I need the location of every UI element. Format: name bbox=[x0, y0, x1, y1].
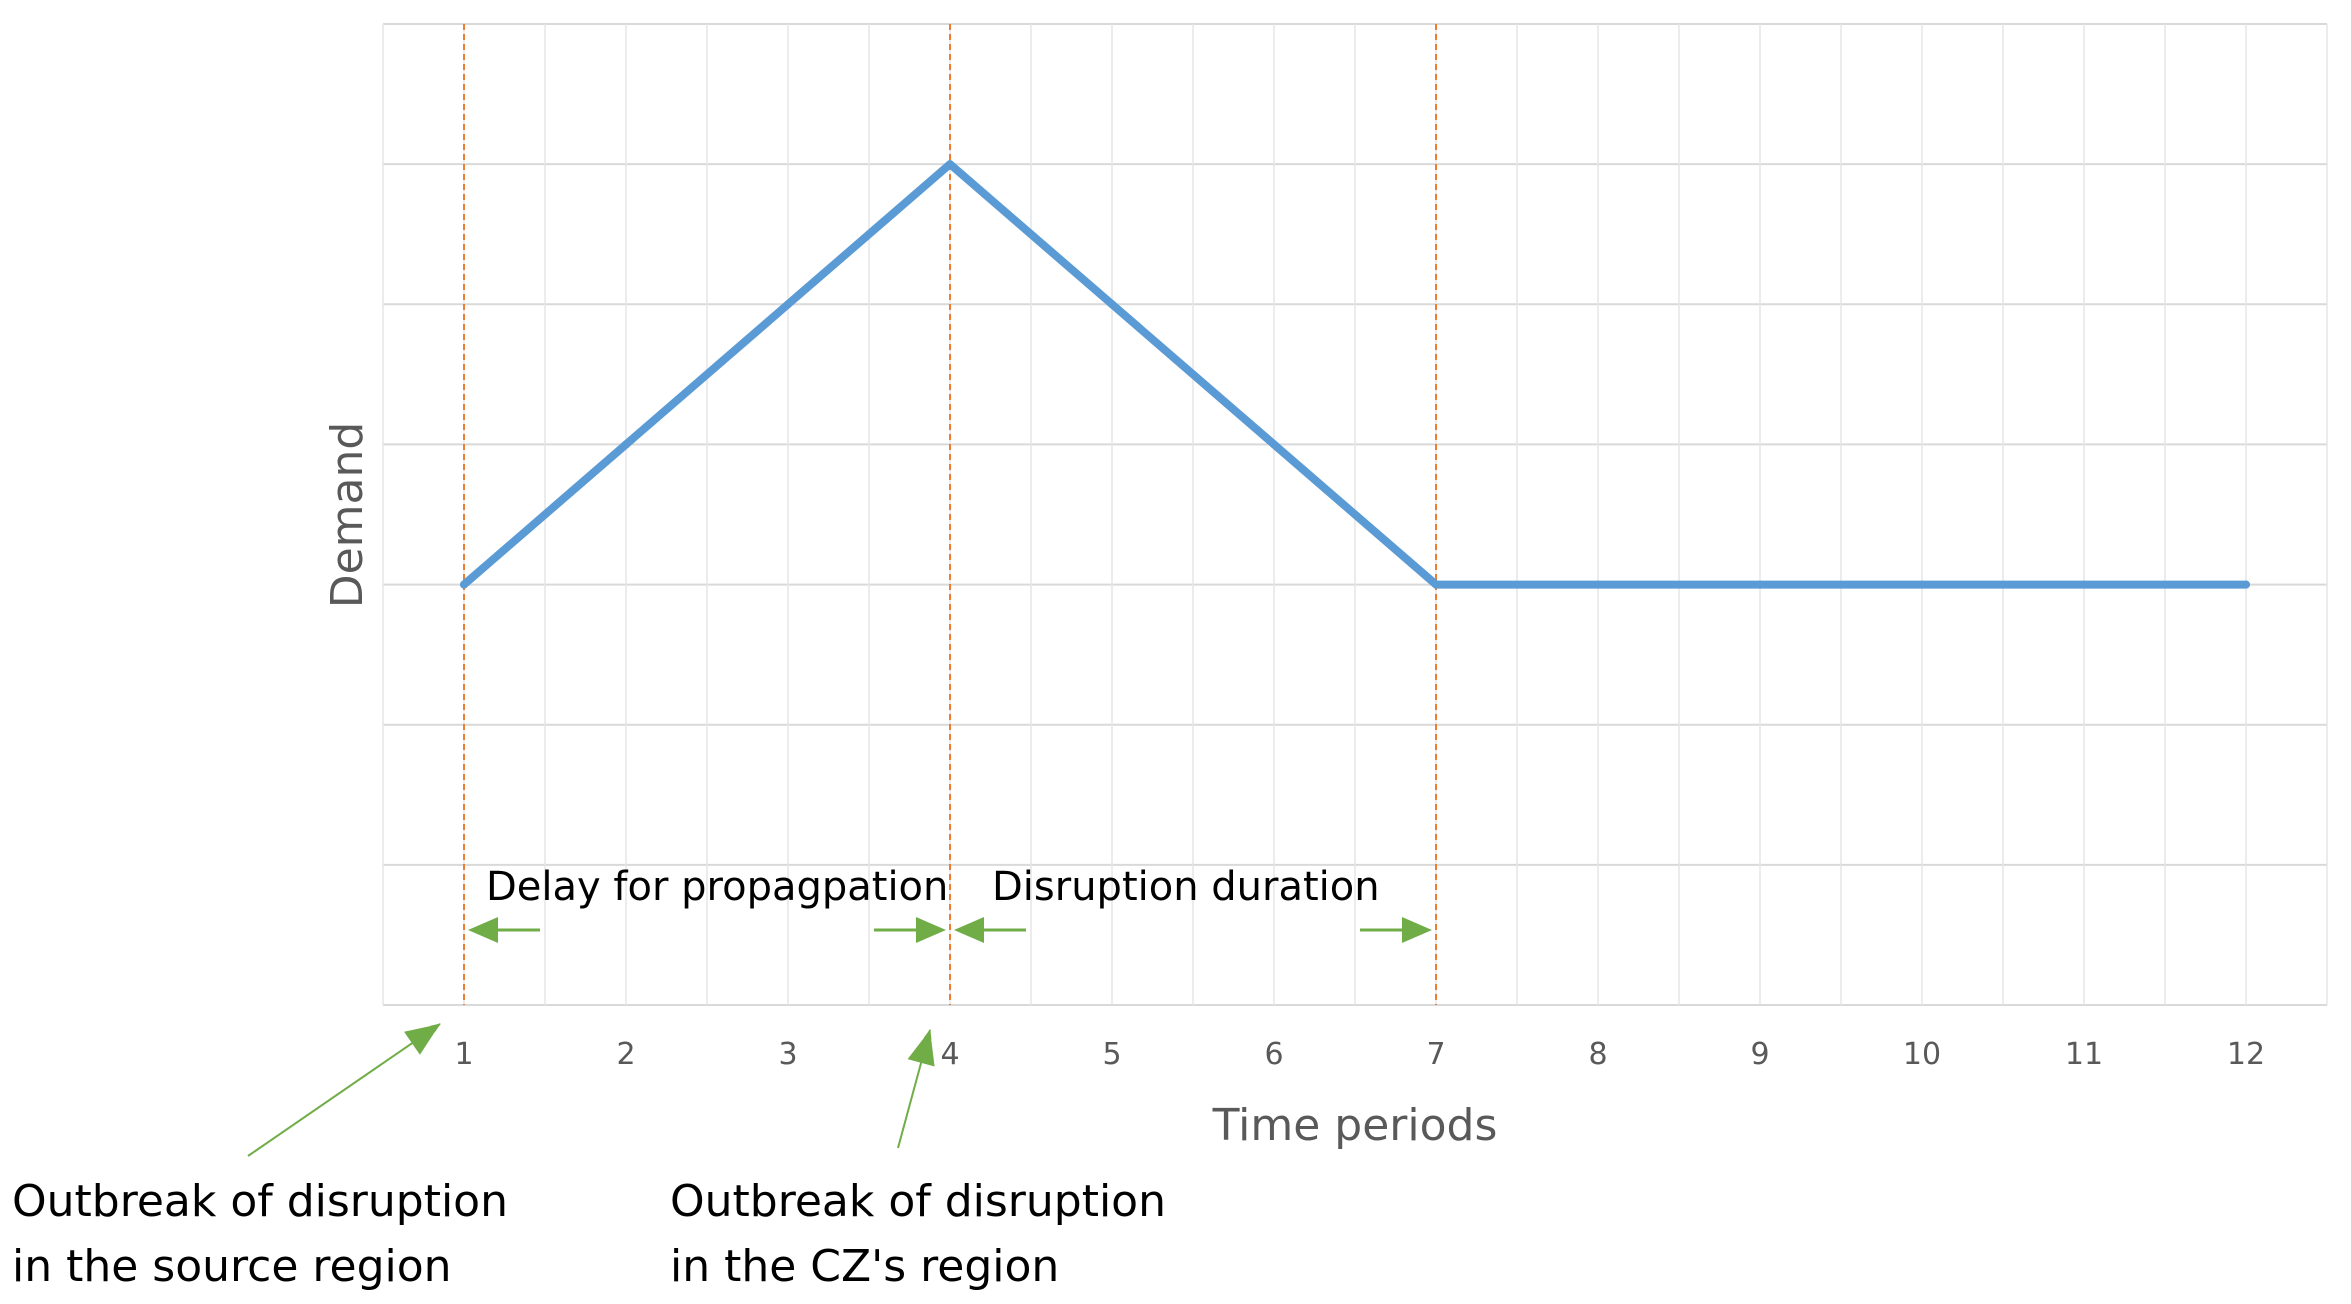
arrow-head-right bbox=[916, 917, 946, 943]
x-tick-label: 12 bbox=[2227, 1037, 2265, 1072]
series-point bbox=[460, 580, 468, 589]
x-tick-label: 9 bbox=[1750, 1037, 1769, 1072]
series-point bbox=[1756, 580, 1764, 589]
x-tick-label: 11 bbox=[2065, 1037, 2103, 1072]
x-axis-title: Time periods bbox=[1212, 1100, 1498, 1151]
callout-label-line: Outbreak of disruption bbox=[12, 1176, 508, 1227]
x-tick-label: 10 bbox=[1903, 1037, 1941, 1072]
series-point bbox=[1270, 440, 1278, 449]
series-point bbox=[946, 160, 954, 169]
series-point bbox=[1594, 580, 1602, 589]
series-point bbox=[1918, 580, 1926, 589]
x-tick-label: 6 bbox=[1264, 1037, 1283, 1072]
series-line bbox=[460, 160, 2250, 589]
x-tick-label: 3 bbox=[778, 1037, 797, 1072]
callout-arrow-head bbox=[404, 1024, 440, 1055]
y-axis-title: Demand bbox=[322, 422, 373, 609]
x-tick-label: 1 bbox=[454, 1037, 473, 1072]
arrow-head-right bbox=[1402, 917, 1432, 943]
callout-label-line: in the CZ's region bbox=[670, 1241, 1059, 1292]
arrow-head-left bbox=[468, 917, 498, 943]
span-annotation-label: Disruption duration bbox=[992, 864, 1380, 910]
x-tick-label: 8 bbox=[1588, 1037, 1607, 1072]
series-point bbox=[622, 440, 630, 449]
callout-label-line: in the source region bbox=[12, 1241, 452, 1292]
x-tick-label: 2 bbox=[616, 1037, 635, 1072]
series-point bbox=[784, 300, 792, 309]
arrow-head-left bbox=[954, 917, 984, 943]
callout-label-line: Outbreak of disruption bbox=[670, 1176, 1166, 1227]
vertical-markers bbox=[463, 24, 1437, 1005]
x-tick-label: 7 bbox=[1426, 1037, 1445, 1072]
callout-leader-line bbox=[247, 1023, 441, 1157]
callouts: Outbreak of disruption in the source regi… bbox=[12, 1023, 1166, 1292]
series-point bbox=[1432, 580, 1440, 589]
series-point bbox=[2080, 580, 2088, 589]
series-point bbox=[1108, 300, 1116, 309]
series bbox=[460, 160, 2250, 589]
x-tick-label: 4 bbox=[940, 1037, 959, 1072]
series-point bbox=[2242, 580, 2250, 589]
span-annotations: Delay for propagpation Disruption duratio… bbox=[468, 864, 1432, 943]
grid bbox=[382, 23, 2328, 1006]
x-tick-label: 5 bbox=[1102, 1037, 1121, 1072]
callout-arrow-head bbox=[907, 1030, 935, 1067]
x-tick-labels: 1 2 3 4 5 6 7 8 9 10 11 12 bbox=[454, 1037, 2265, 1072]
span-annotation-label: Delay for propagpation bbox=[486, 864, 948, 910]
